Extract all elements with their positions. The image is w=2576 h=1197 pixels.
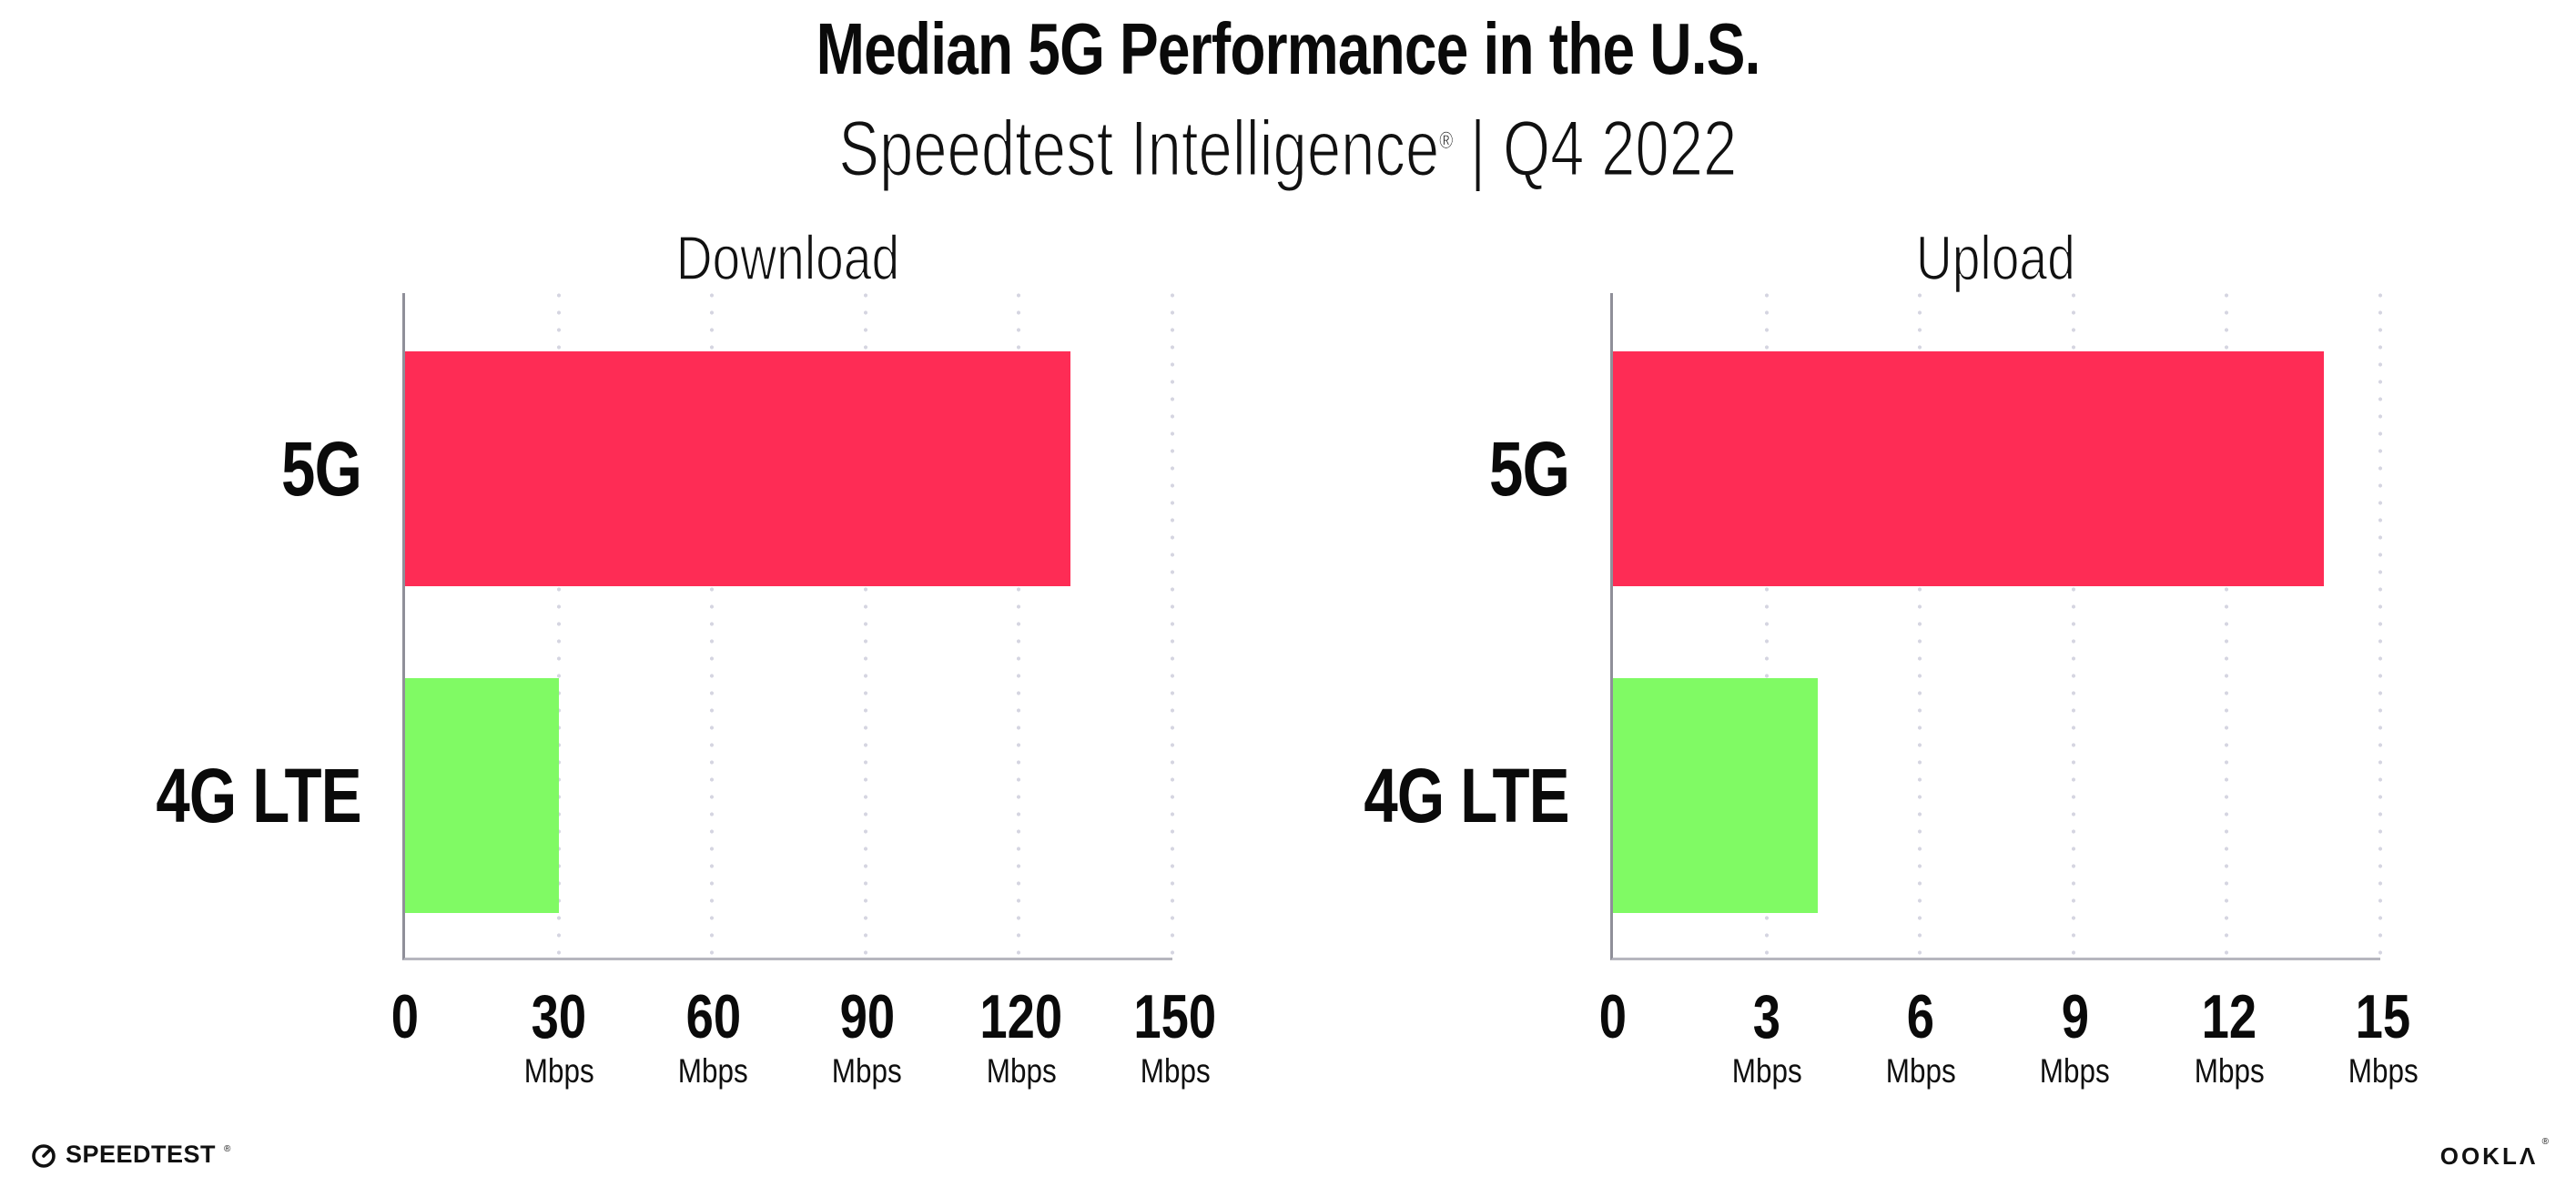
gridline <box>1171 293 1174 959</box>
ookla-wordmark: OOKLΛ <box>2439 1142 2539 1170</box>
bar-5g <box>1613 351 2325 586</box>
gridline <box>2071 293 2075 959</box>
download-plot-area <box>402 293 1174 960</box>
bars <box>405 293 1172 958</box>
page-subtitle: Speedtest Intelligence® | Q4 2022 <box>0 98 2576 193</box>
ookla-logo: OOKLΛ ® <box>2439 1137 2549 1171</box>
gridline <box>1017 293 1021 959</box>
speedtest-gauge-icon <box>32 1143 56 1168</box>
speedtest-logo: SPEEDTEST ® <box>30 1141 230 1169</box>
x-tick: 90 Mbps <box>832 982 903 1090</box>
upload-chart-title: Upload <box>1915 223 2075 293</box>
x-tick: 12 Mbps <box>2194 982 2265 1090</box>
bar-4g-lte <box>1613 678 1818 913</box>
page-title: Median 5G Performance in the U.S. <box>816 8 1761 89</box>
subtitle-period: | Q4 2022 <box>1453 105 1738 193</box>
category-label: 4G LTE <box>1364 752 1570 838</box>
speedtest-registered-mark: ® <box>224 1144 231 1154</box>
upload-plot-area <box>1610 293 2382 960</box>
subtitle-brand: Speedtest Intelligence <box>838 105 1441 193</box>
gridlines <box>405 293 1174 959</box>
x-tick: 30 Mbps <box>523 982 594 1090</box>
registered-mark: ® <box>1439 127 1454 155</box>
gridline <box>1764 293 1769 959</box>
x-tick: 120 Mbps <box>979 982 1063 1090</box>
x-tick: 0 <box>1598 982 1628 1051</box>
category-label: 4G LTE <box>156 752 362 838</box>
download-chart-title: Download <box>675 223 900 293</box>
x-tick: 15 Mbps <box>2348 982 2419 1090</box>
ookla-registered-mark: ® <box>2541 1137 2549 1147</box>
x-tick: 150 Mbps <box>1133 982 1217 1090</box>
x-tick: 0 <box>390 982 420 1051</box>
category-label: 5G <box>280 425 362 512</box>
x-tick: 3 Mbps <box>1731 982 1802 1090</box>
x-tick: 6 Mbps <box>1885 982 1956 1090</box>
gridline <box>1918 293 1922 959</box>
gridlines <box>1613 293 2382 959</box>
bar-5g <box>405 351 1070 586</box>
gridline <box>710 293 715 959</box>
bar-4g-lte <box>405 678 559 913</box>
x-tick: 60 Mbps <box>677 982 748 1090</box>
gridline <box>2225 293 2229 959</box>
speedtest-wordmark: SPEEDTEST <box>66 1141 217 1168</box>
bars <box>1613 293 2380 958</box>
gridline <box>863 293 867 959</box>
x-tick: 9 Mbps <box>2040 982 2111 1090</box>
category-label: 5G <box>1488 425 1570 512</box>
gridline <box>2378 293 2382 959</box>
gridline <box>556 293 561 959</box>
